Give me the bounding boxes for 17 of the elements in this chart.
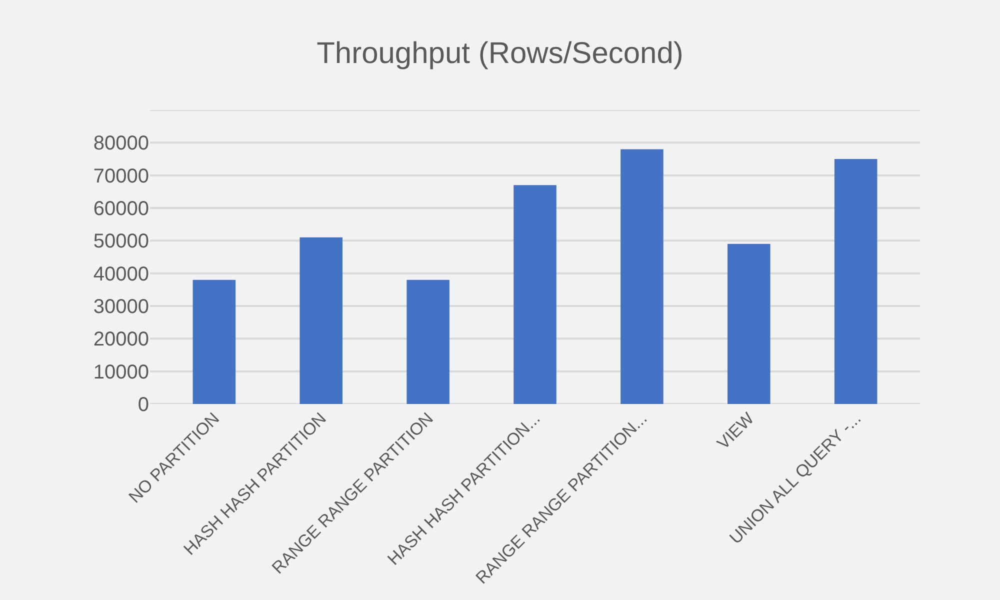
y-tick-label: 60000 xyxy=(93,198,149,220)
bar xyxy=(620,149,664,404)
bar xyxy=(514,185,556,404)
y-tick-label: 0 xyxy=(138,394,149,416)
y-tick-label: 50000 xyxy=(93,230,149,253)
y-tick-label: 20000 xyxy=(93,328,149,351)
bar xyxy=(728,244,770,404)
bar xyxy=(300,237,342,404)
y-tick-label: 80000 xyxy=(93,132,149,155)
y-tick-label: 70000 xyxy=(93,165,149,188)
y-tick-label: 30000 xyxy=(93,296,149,318)
bar xyxy=(834,159,878,404)
y-tick-label: 40000 xyxy=(93,263,149,286)
chart-title: Throughput (Rows/Second) xyxy=(316,37,684,70)
y-tick-label: 10000 xyxy=(93,361,149,384)
bar xyxy=(192,280,236,404)
bar xyxy=(406,280,450,404)
